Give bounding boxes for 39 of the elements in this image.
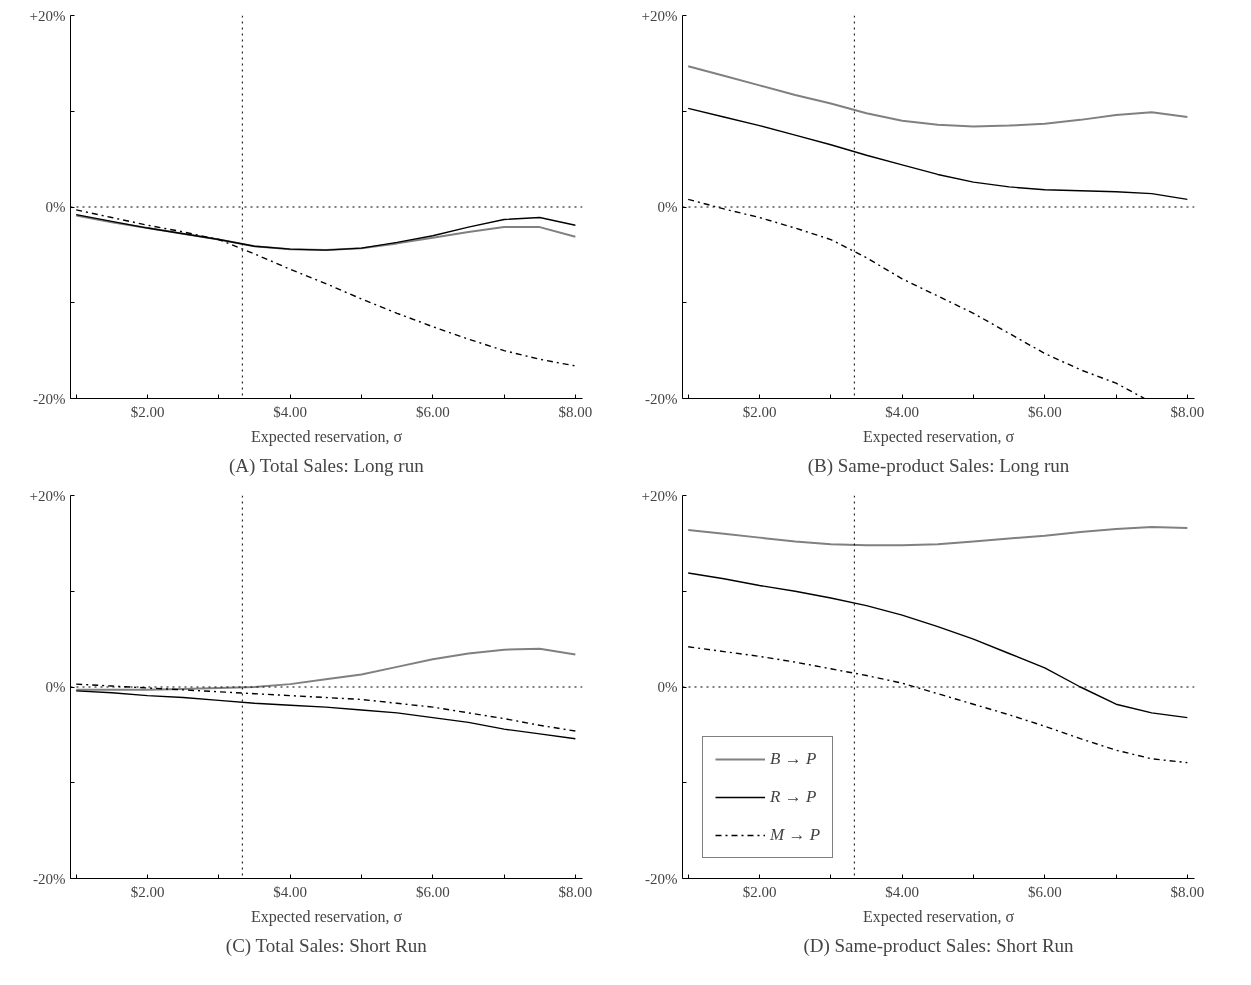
x-tick-label: $6.00 [1027,883,1062,900]
x-tick-label: $2.00 [130,403,165,420]
x-tick-label: $8.00 [558,883,593,900]
x-tick-label: $4.00 [273,403,308,420]
x-tick-label: $8.00 [558,403,593,420]
legend-label: R → P [770,787,817,807]
x-axis-title: Expected reservation, σ [250,907,403,926]
x-axis-title: Expected reservation, σ [862,907,1015,926]
y-tick-label: +20% [29,487,66,504]
text: (B) Same-product Sales: Long run [807,454,1070,477]
legend-label: B → P [770,749,817,769]
x-tick-label: $8.00 [1170,883,1205,900]
y-tick-label: 0% [657,679,678,695]
y-tick-label: 0% [45,679,66,695]
y-tick-label: 0% [657,199,678,215]
x-tick-label: $4.00 [885,403,920,420]
legend-label: M → P [770,825,821,845]
y-tick-label: 0% [45,199,66,215]
x-tick-label: $8.00 [1170,403,1205,420]
x-tick-label: $4.00 [885,883,920,900]
x-tick-label: $6.00 [415,403,450,420]
y-tick-label: -20% [645,870,678,887]
x-tick-label: $2.00 [742,403,777,420]
x-tick-label: $6.00 [415,883,450,900]
text: (A) Total Sales: Long run [229,454,425,477]
x-axis-title: Expected reservation, σ [862,427,1015,446]
y-tick-label: -20% [33,390,66,407]
x-tick-label: $2.00 [130,883,165,900]
text: (C) Total Sales: Short Run [225,934,428,957]
y-tick-label: -20% [33,870,66,887]
x-tick-label: $6.00 [1027,403,1062,420]
x-tick-label: $4.00 [273,883,308,900]
text: (D) Same-product Sales: Short Run [803,934,1075,957]
x-axis-title: Expected reservation, σ [250,427,403,446]
y-tick-label: -20% [645,390,678,407]
y-tick-label: +20% [29,7,66,24]
y-tick-label: +20% [641,7,678,24]
x-tick-label: $2.00 [742,883,777,900]
y-tick-label: +20% [641,487,678,504]
